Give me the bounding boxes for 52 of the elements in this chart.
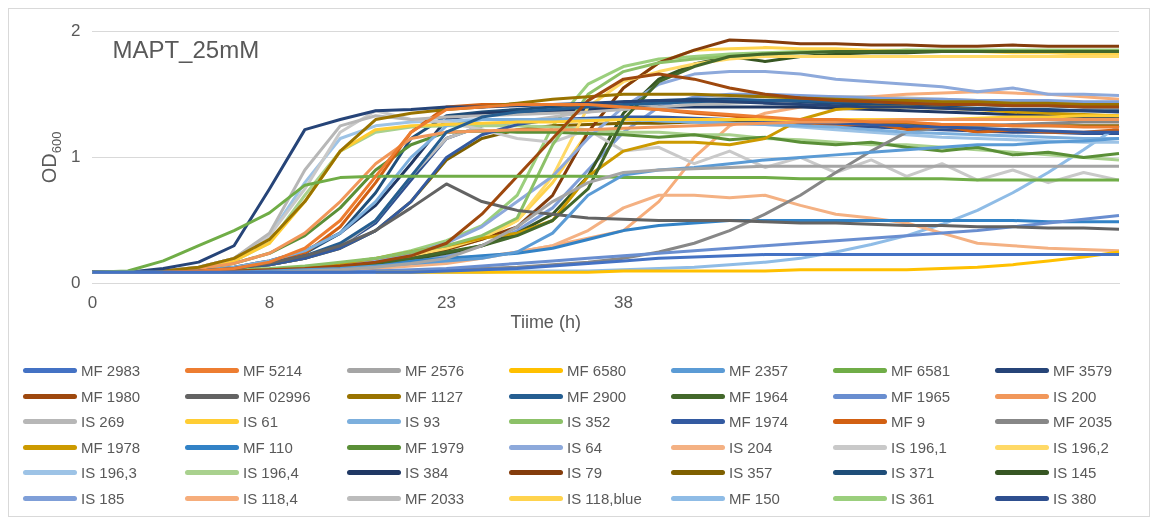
legend-label: MF 2900 <box>567 387 627 405</box>
legend-label: IS 200 <box>1053 387 1097 405</box>
legend-label: MF 1974 <box>729 413 789 431</box>
legend-label: IS 196,3 <box>81 464 137 482</box>
legend-label: MF 6581 <box>891 362 951 380</box>
legend-label: MF 1964 <box>729 387 789 405</box>
y-tick-label: 1 <box>70 147 81 167</box>
legend-label: IS 118,4 <box>243 489 298 507</box>
x-tick-label: 23 <box>436 293 456 313</box>
legend-label: IS 380 <box>1053 489 1097 507</box>
legend-label: MF 1979 <box>405 438 465 456</box>
legend-label: IS 185 <box>81 489 125 507</box>
legend-label: MF 2576 <box>405 362 465 380</box>
legend-label: IS 384 <box>405 464 449 482</box>
legend-label: IS 118,blue <box>567 489 642 507</box>
legend-label: MF 02996 <box>243 387 311 405</box>
legend-label: MF 9 <box>891 413 926 431</box>
legend-label: MF 150 <box>729 489 780 507</box>
legend-label: IS 145 <box>1053 464 1097 482</box>
chart-title: MAPT_25mM <box>112 35 260 63</box>
legend-label: MF 1965 <box>891 387 951 405</box>
legend-label: MF 1980 <box>81 387 141 405</box>
legend-label: IS 269 <box>81 413 125 431</box>
legend-label: MF 1978 <box>81 438 141 456</box>
legend-label: MF 2983 <box>81 362 141 380</box>
x-tick-label: 0 <box>87 293 98 313</box>
y-tick-label: 2 <box>70 20 81 40</box>
legend-label: IS 61 <box>243 413 279 431</box>
legend-label: MF 1127 <box>405 387 464 405</box>
legend-label: IS 196,1 <box>891 438 947 456</box>
legend-label: IS 204 <box>729 438 773 456</box>
legend-label: IS 79 <box>567 464 603 482</box>
y-axis-title: OD600 <box>38 131 64 184</box>
legend-label: MF 2033 <box>405 489 465 507</box>
legend-label: IS 196,4 <box>243 464 299 482</box>
legend-label: MF 3579 <box>1053 362 1113 380</box>
x-axis-title: Tiime (h) <box>510 311 581 332</box>
legend-label: IS 352 <box>567 413 611 431</box>
legend-label: IS 64 <box>567 438 603 456</box>
x-tick-label: 38 <box>613 293 633 313</box>
legend-label: IS 361 <box>891 489 935 507</box>
legend-label: IS 196,2 <box>1053 438 1109 456</box>
legend-label: MF 110 <box>243 438 293 456</box>
y-tick-label: 0 <box>70 273 81 293</box>
legend-label: MF 2357 <box>729 362 789 380</box>
x-tick-label: 8 <box>264 293 275 313</box>
legend-label: IS 357 <box>729 464 773 482</box>
legend-label: IS 371 <box>891 464 935 482</box>
legend-label: IS 93 <box>405 413 441 431</box>
legend-label: MF 2035 <box>1053 413 1113 431</box>
legend-label: MF 6580 <box>567 362 627 380</box>
legend-label: MF 5214 <box>243 362 303 380</box>
